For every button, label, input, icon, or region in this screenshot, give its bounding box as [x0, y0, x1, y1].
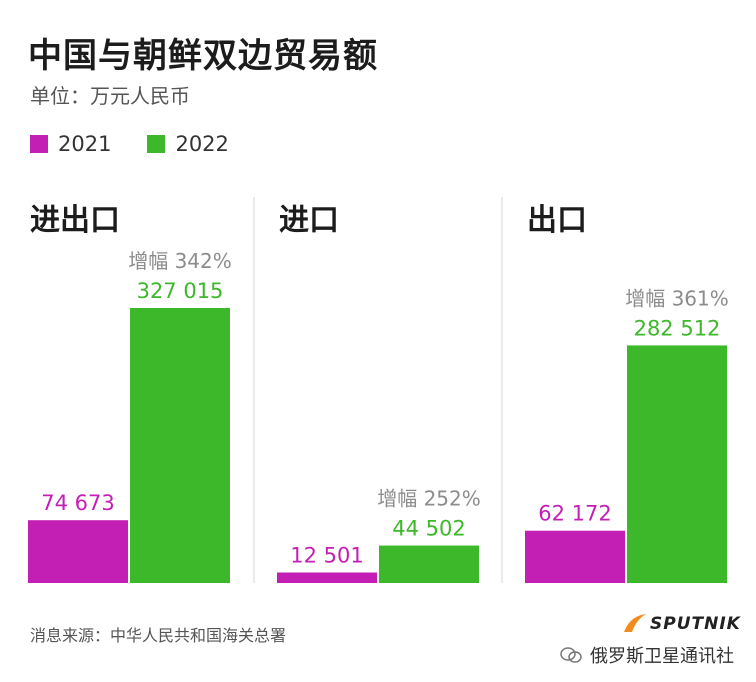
bar-3-2022: [627, 345, 727, 583]
value-label-2-2021: 12 501: [290, 543, 363, 567]
wechat-icon: [560, 647, 582, 663]
chart-title: 中国与朝鲜双边贸易额: [28, 36, 378, 76]
legend-label-2021: 2021: [58, 132, 112, 156]
legend-swatch-2022: [147, 135, 166, 153]
growth-label-2: 增幅 252%: [377, 487, 481, 511]
growth-label-1: 增幅 342%: [128, 249, 232, 273]
bar-1-2022: [130, 308, 230, 583]
value-label-1-2022: 327 015: [137, 279, 224, 303]
bar-2-2021: [277, 572, 377, 583]
panel-heading-2: 进口: [279, 203, 339, 238]
bar-2-2022: [379, 545, 479, 583]
panel-heading-1: 进出口: [30, 203, 120, 238]
legend: 2021 2022: [30, 132, 265, 156]
legend-swatch-2021: [30, 135, 48, 153]
value-label-3-2021: 62 172: [538, 502, 611, 526]
source-note: 消息来源：中华人民共和国海关总署: [30, 626, 287, 645]
value-label-1-2021: 74 673: [41, 491, 114, 515]
watermark-text: 俄罗斯卫星通讯社: [590, 646, 734, 667]
value-label-3-2022: 282 512: [634, 316, 721, 340]
legend-item-2022: 2022: [147, 132, 229, 156]
panel-heading-3: 出口: [527, 203, 587, 238]
bar-1-2021: [28, 520, 128, 583]
watermark: 俄罗斯卫星通讯社: [560, 642, 734, 668]
unit-label: 单位：万元人民币: [30, 84, 190, 108]
legend-item-2021: 2021: [30, 132, 111, 156]
growth-label-3: 增幅 361%: [625, 286, 729, 310]
bar-chart: 进出口 74 673 327 015 增幅 342% 进口 12 501 44 502 增幅 …: [28, 197, 729, 583]
bar-3-2021: [525, 530, 625, 583]
sputnik-logo-icon: [624, 614, 646, 632]
value-label-2-2022: 44 502: [392, 517, 465, 541]
sputnik-logo: SPUTNIK: [650, 614, 741, 634]
legend-label-2022: 2022: [175, 132, 229, 156]
